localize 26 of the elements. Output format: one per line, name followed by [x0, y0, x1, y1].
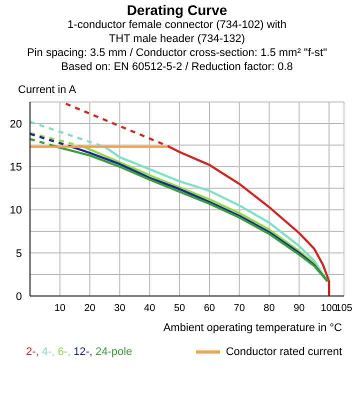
- chart-title: Derating Curve: [126, 2, 228, 18]
- x-tick-label: 90: [294, 303, 306, 314]
- y-tick-label: 0: [16, 290, 22, 303]
- x-tick-label: 105: [336, 303, 353, 314]
- x-tick-label: 10: [54, 303, 66, 314]
- x-tick-label: 100: [320, 303, 338, 314]
- x-tick-label: 70: [234, 303, 246, 314]
- y-tick-label: 15: [10, 162, 22, 174]
- text: 6-,: [58, 346, 71, 358]
- x-tick-label: 20: [84, 303, 96, 314]
- x-tick-label: 80: [264, 303, 276, 314]
- y-tick-label: 10: [10, 204, 22, 217]
- text: 12-,: [74, 346, 92, 358]
- chart-subtitle: 1-conductor female connector (734-102) with THT male header (734-132) Pin spacing: 3.5 mm / Conductor cross-section: 1.5 mm² "f-st" Based on: EN 60512-5-2 / Reduction factor: 0.8: [26, 18, 328, 74]
- x-tick-label: 50: [174, 303, 186, 314]
- text: 4-,: [42, 346, 55, 358]
- x-tick-label: 40: [144, 303, 156, 314]
- x-axis-title: Ambient operating temperature in °C: [162, 322, 342, 334]
- text: 24-pole: [96, 346, 132, 358]
- y-axis-title: Current in A: [18, 84, 78, 96]
- text: 2-,: [26, 346, 39, 358]
- y-tick-label: 5: [16, 248, 22, 260]
- x-tick-label: 30: [114, 303, 126, 314]
- y-tick-label: 20: [10, 118, 22, 130]
- legend-label: Conductor rated current: [224, 346, 342, 358]
- x-tick-label: 60: [204, 303, 216, 314]
